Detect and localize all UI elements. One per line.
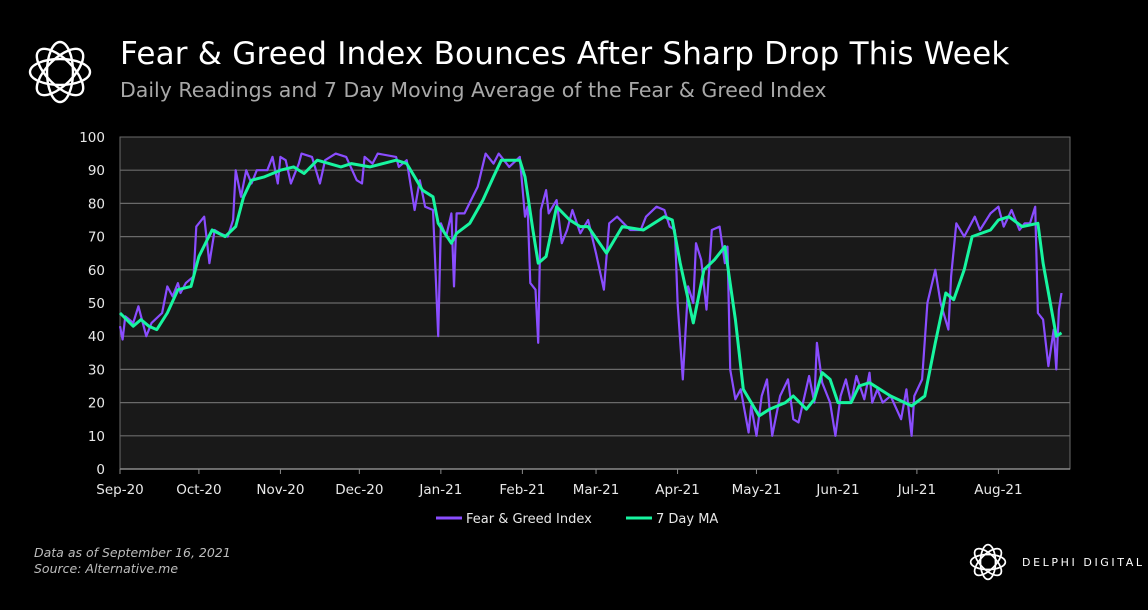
y-tick-label: 70 [88, 230, 105, 246]
brand-name: DELPHI DIGITAL [1022, 556, 1145, 569]
x-tick-label: Dec-20 [335, 482, 383, 498]
y-tick-label: 30 [88, 362, 105, 378]
legend-label-ma: 7 Day MA [656, 512, 718, 527]
x-tick-label: May-21 [732, 482, 782, 498]
delphi-logo-icon [28, 40, 92, 104]
y-tick-label: 20 [88, 396, 105, 412]
x-tick-label: Aug-21 [974, 482, 1022, 498]
moving-average-line [118, 158, 1063, 418]
x-tick-label: Jun-21 [815, 482, 859, 498]
y-tick-label: 90 [88, 163, 105, 179]
y-tick-label: 100 [79, 130, 105, 146]
fear-greed-index-line [118, 152, 1063, 437]
x-tick-label: Oct-20 [176, 482, 221, 498]
chart-title: Fear & Greed Index Bounces After Sharp D… [120, 36, 1010, 72]
x-tick-label: Apr-21 [655, 482, 700, 498]
y-tick-label: 10 [88, 429, 105, 445]
source-note: Source: Alternative.me [34, 561, 179, 576]
legend-label-index: Fear & Greed Index [466, 512, 592, 527]
x-tick-label: Jan-21 [418, 482, 462, 498]
y-tick-label: 80 [88, 196, 105, 212]
y-tick-label: 50 [88, 296, 105, 312]
x-tick-label: Mar-21 [573, 482, 620, 498]
y-tick-label: 40 [88, 329, 105, 345]
y-tick-label: 0 [96, 462, 105, 478]
x-tick-label: Sep-20 [96, 482, 144, 498]
x-tick-label: Nov-20 [256, 482, 304, 498]
data-date-note: Data as of September 16, 2021 [34, 545, 231, 560]
chart-subtitle: Daily Readings and 7 Day Moving Average … [120, 78, 827, 102]
delphi-footer-logo-icon [969, 543, 1007, 581]
y-tick-label: 60 [88, 263, 105, 279]
x-tick-label: Jul-21 [897, 482, 936, 498]
x-tick-label: Feb-21 [499, 482, 545, 498]
